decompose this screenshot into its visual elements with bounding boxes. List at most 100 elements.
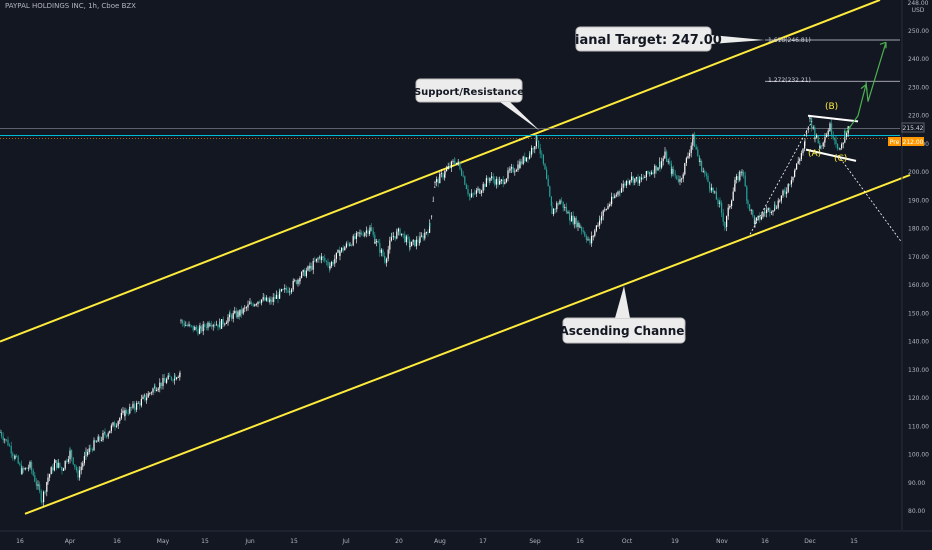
- candle-body: [456, 162, 458, 164]
- wave-b-label: (B): [825, 102, 838, 112]
- candle-body: [641, 177, 643, 180]
- candle-body: [144, 395, 146, 401]
- pre-price-box: [902, 137, 924, 146]
- candle-body: [799, 158, 801, 162]
- candle-body: [139, 402, 141, 406]
- candle-body: [657, 167, 659, 171]
- candle-body: [687, 156, 689, 159]
- pre-tag-text: Pre: [890, 139, 900, 146]
- candle-body: [197, 329, 199, 334]
- support-callout[interactable]: Support/Resistance: [414, 78, 540, 131]
- candle-body: [511, 167, 513, 169]
- candle-body: [731, 200, 733, 207]
- candle-body: [359, 232, 361, 234]
- candle-body: [812, 127, 814, 129]
- candle-body: [469, 194, 471, 197]
- channel-callout-text: Ascending Channel: [559, 324, 688, 338]
- last-price-badge: 215.42: [901, 122, 925, 133]
- candle-body: [705, 173, 707, 176]
- candle-body: [335, 252, 337, 259]
- candle-body: [736, 176, 738, 180]
- candle-body: [147, 393, 149, 398]
- channel-callout-pointer: [615, 286, 630, 318]
- candle-body: [837, 144, 839, 149]
- candle-body: [419, 242, 421, 243]
- candle-body: [829, 123, 831, 131]
- candle-body: [452, 160, 454, 162]
- channel-callout[interactable]: Ascending Channel: [559, 286, 689, 344]
- target-callout[interactable]: Fianal Target: 247.00: [566, 26, 765, 52]
- candle-body: [509, 170, 511, 172]
- candle-body: [429, 222, 431, 227]
- candle-body: [538, 140, 540, 149]
- candle-body: [56, 460, 58, 468]
- candle-body: [159, 382, 161, 389]
- candle-body: [701, 160, 703, 172]
- candle-body: [440, 173, 442, 175]
- candle-body: [826, 134, 828, 138]
- candle-body: [91, 448, 93, 451]
- candle-body: [424, 232, 426, 239]
- candle-body: [569, 219, 571, 222]
- candle-body: [671, 169, 673, 174]
- candle-body: [524, 156, 526, 162]
- candle-body: [50, 467, 52, 475]
- candle-body: [195, 326, 197, 330]
- flag-lower-line: [805, 148, 857, 162]
- candle-body: [777, 200, 779, 208]
- channel-lines[interactable]: [0, 0, 911, 515]
- candle-body: [66, 460, 68, 462]
- time-tick-label: May: [157, 538, 170, 545]
- candle-body: [134, 408, 136, 410]
- candle-body: [322, 256, 324, 258]
- candle-body: [211, 325, 213, 327]
- time-tick-label: Jul: [341, 538, 350, 545]
- candle-body: [707, 175, 709, 182]
- candle-body: [722, 212, 724, 222]
- pre-price-text: 212.00: [903, 139, 924, 146]
- time-tick-label: 15: [201, 538, 209, 545]
- candle-body: [467, 189, 469, 195]
- candle-body: [32, 470, 34, 476]
- candle-body: [647, 171, 649, 174]
- candle-body: [164, 378, 166, 381]
- candle-body: [221, 319, 223, 329]
- candle-body: [369, 227, 371, 231]
- candle-body: [764, 212, 766, 213]
- candle-body: [619, 191, 621, 193]
- candle-body: [362, 234, 364, 236]
- candle-body: [287, 290, 289, 293]
- candle-body: [789, 184, 791, 185]
- price-tick-label: 190.00: [908, 197, 929, 204]
- candle-body: [574, 217, 576, 225]
- projection-arrows[interactable]: [749, 41, 903, 244]
- horizontal-levels[interactable]: [0, 39, 900, 139]
- candle-body: [93, 440, 95, 451]
- time-tick-label: Jun: [244, 538, 255, 545]
- candle-body: [527, 157, 529, 159]
- candle-body: [834, 138, 836, 141]
- candle-body: [327, 261, 329, 266]
- candle-body: [7, 439, 9, 446]
- candle-body: [257, 301, 259, 305]
- candle-body: [302, 269, 304, 273]
- candle-body: [846, 133, 848, 137]
- candle-body: [767, 208, 769, 210]
- candle-body: [542, 154, 544, 164]
- candle-body: [43, 491, 45, 503]
- candle-body: [387, 249, 389, 259]
- candle-body: [314, 260, 316, 262]
- candle-body: [129, 407, 131, 414]
- candle-body: [517, 164, 519, 171]
- candle-body: [399, 228, 401, 236]
- candle-body: [242, 308, 244, 314]
- candle-body: [559, 200, 561, 205]
- time-axis[interactable]: 16 Apr 16 May 15 Jun 15 Jul 20 Aug 17 Sep 16 Oct 19 Nov…: [0, 530, 932, 545]
- candle-body: [819, 145, 821, 149]
- candle-body: [44, 491, 46, 493]
- candle-body: [679, 179, 681, 182]
- candle-body: [782, 190, 784, 196]
- candle-body: [367, 230, 369, 234]
- candle-body: [149, 392, 151, 394]
